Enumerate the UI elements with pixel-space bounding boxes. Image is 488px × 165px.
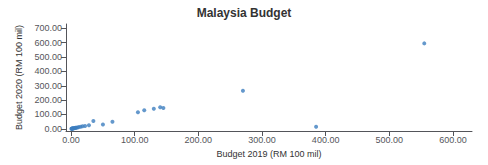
svg-text:300.00: 300.00	[248, 135, 276, 145]
svg-text:Malaysia Budget: Malaysia Budget	[197, 6, 292, 20]
svg-text:200.00: 200.00	[34, 95, 62, 105]
svg-text:100.00: 100.00	[121, 135, 149, 145]
svg-text:400.00: 400.00	[312, 135, 340, 145]
svg-text:300.00: 300.00	[34, 81, 62, 91]
svg-text:600.00: 600.00	[439, 135, 467, 145]
svg-text:400.00: 400.00	[34, 66, 62, 76]
svg-text:200.00: 200.00	[185, 135, 213, 145]
svg-text:500.00: 500.00	[376, 135, 404, 145]
svg-text:700.00: 700.00	[34, 23, 62, 33]
svg-text:0.00: 0.00	[62, 135, 80, 145]
svg-text:Budget 2019 (RM 100 mil): Budget 2019 (RM 100 mil)	[216, 149, 321, 159]
svg-text:0.00: 0.00	[44, 124, 62, 134]
svg-text:600.00: 600.00	[34, 38, 62, 48]
svg-text:500.00: 500.00	[34, 52, 62, 62]
svg-text:100.00: 100.00	[34, 109, 62, 119]
svg-text:Budget 2020 (RM 100 mil): Budget 2020 (RM 100 mil)	[14, 25, 24, 130]
